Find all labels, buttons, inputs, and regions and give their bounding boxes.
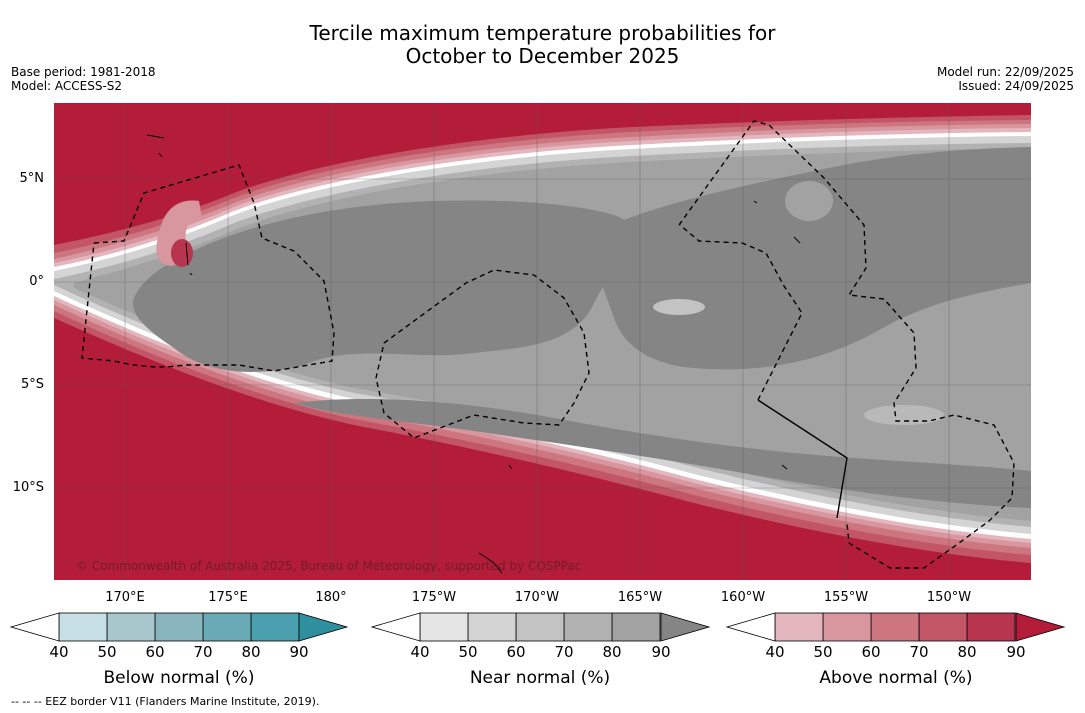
colorbar-0-segment-4 (250, 612, 300, 642)
cb-near-title: Near normal (%) (469, 668, 611, 688)
cb-near-tick-50: 50 (458, 643, 478, 661)
issued-text: Issued: 24/09/2025 (958, 79, 1074, 93)
colorbar-0-segment-2 (154, 612, 204, 642)
colorbar-1-segment-4 (611, 612, 661, 642)
cb-below-tick-80: 80 (241, 643, 261, 661)
colorbar-2-segment-1 (822, 612, 872, 642)
lon-label-175e: 175°E (208, 590, 248, 605)
cb-above-tick-50: 50 (813, 643, 833, 661)
light-patch-center (653, 299, 705, 315)
lon-label-155w: 155°W (823, 590, 869, 605)
colorbar-near (370, 612, 711, 642)
near-deep-region-west (133, 200, 632, 372)
eez-solid (757, 399, 848, 519)
model-run-text: Model run: 22/09/2025 (936, 65, 1074, 79)
lat-label-5s: 5°S (20, 377, 44, 392)
colorbar-1-segment-3 (563, 612, 613, 642)
colorbar-above (725, 612, 1066, 642)
lon-label-175w: 175°W (411, 590, 457, 605)
eez-footnote: -- -- -- EEZ border V11 (Flanders Marine… (11, 695, 320, 708)
colorbar-1-segment-1 (467, 612, 517, 642)
base-period-text: Base period: 1981-2018 (11, 65, 156, 79)
lon-label-180: 180° (315, 590, 347, 605)
eez-borders (81, 120, 1015, 569)
cb-below-title: Below normal (%) (103, 668, 255, 688)
cb-below-tick-50: 50 (97, 643, 117, 661)
colorbar-2-segment-3 (918, 612, 968, 642)
meta-left: Base period: 1981-2018 Model: ACCESS-S2 (11, 65, 156, 93)
map-svg (54, 103, 1031, 580)
meta-right: Model run: 22/09/2025 Issued: 24/09/2025 (937, 65, 1074, 93)
title-line-2: October to December 2025 (405, 44, 680, 68)
lat-label-10s: 10°S (12, 480, 44, 495)
lon-label-165w: 165°W (617, 590, 663, 605)
hotspot-region (156, 200, 202, 266)
lon-label-160w: 160°W (720, 590, 766, 605)
cb-near-tick-90: 90 (651, 643, 671, 661)
probability-map (54, 103, 1031, 580)
cb-below-tick-90: 90 (289, 643, 309, 661)
near-deep-region-east (593, 147, 1031, 370)
colorbar-0-segment-3 (202, 612, 252, 642)
cb-near-tick-80: 80 (602, 643, 622, 661)
eez-kiribati-phoenix (375, 269, 590, 439)
copyright-text: © Commonwealth of Australia 2025, Bureau… (76, 559, 582, 573)
cb-near-high-arrow (660, 612, 711, 642)
light-patch-south (864, 405, 944, 425)
colorbar-2-segment-4 (966, 612, 1016, 642)
cb-above-high-arrow (1015, 612, 1066, 642)
title-line-1: Tercile maximum temperature probabilitie… (309, 21, 776, 45)
cb-above-tick-70: 70 (909, 643, 929, 661)
cb-below-low-arrow (9, 612, 60, 642)
cb-above-tick-40: 40 (765, 643, 785, 661)
cb-near-tick-60: 60 (506, 643, 526, 661)
colorbar-2-segment-2 (870, 612, 920, 642)
cb-above-tick-80: 80 (957, 643, 977, 661)
lon-label-170e: 170°E (105, 590, 145, 605)
colorbar-below (9, 612, 349, 642)
map-title: Tercile maximum temperature probabilitie… (0, 22, 1085, 68)
lat-label-5n: 5°N (19, 171, 45, 186)
cb-below-tick-60: 60 (145, 643, 165, 661)
near-deep-region-south (294, 398, 1031, 508)
light-patch-north (785, 181, 833, 221)
cb-above-tick-60: 60 (861, 643, 881, 661)
eez-kiribati-gilberts (81, 164, 335, 372)
cb-above-title: Above normal (%) (819, 668, 973, 688)
colorbar-2-segment-0 (774, 612, 824, 642)
lon-label-170w: 170°W (514, 590, 560, 605)
lat-label-equator: 0° (29, 274, 44, 289)
eez-kiribati-line (678, 120, 1015, 569)
eez-line-interior (679, 224, 803, 401)
cb-below-tick-40: 40 (49, 643, 69, 661)
cb-below-tick-70: 70 (193, 643, 213, 661)
cb-near-low-arrow (370, 612, 421, 642)
cb-near-tick-40: 40 (410, 643, 430, 661)
gridlines (54, 103, 1031, 580)
colorbar-1-segment-0 (419, 612, 469, 642)
cb-near-tick-70: 70 (554, 643, 574, 661)
colorbar-1-segment-2 (515, 612, 565, 642)
hotspot-core (171, 239, 193, 267)
colorbar-0-segment-1 (106, 612, 156, 642)
cb-below-high-arrow (298, 612, 349, 642)
cb-above-low-arrow (725, 612, 776, 642)
lon-label-150w: 150°W (926, 590, 972, 605)
model-text: Model: ACCESS-S2 (11, 79, 123, 93)
islands (146, 134, 801, 574)
cb-above-tick-90: 90 (1006, 643, 1026, 661)
colorbars-svg (9, 612, 1066, 642)
colorbar-0-segment-0 (58, 612, 108, 642)
